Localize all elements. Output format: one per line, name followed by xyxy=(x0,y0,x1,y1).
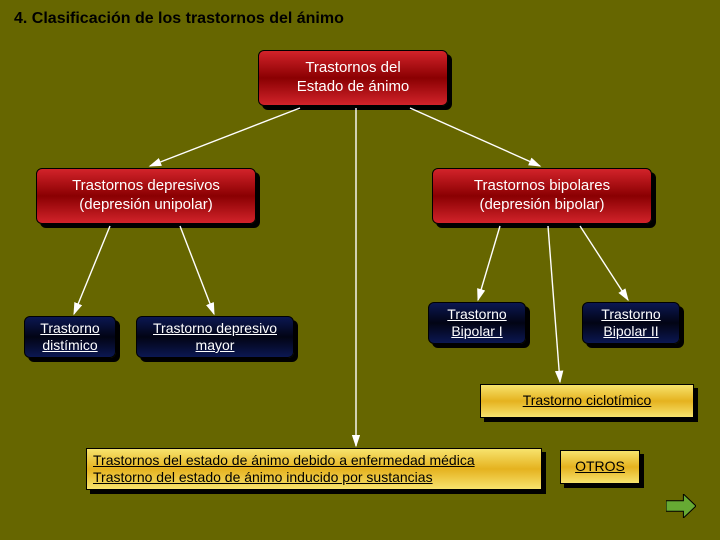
node-bipolar-1-line1: Trastorno xyxy=(447,306,506,324)
node-bipolar-2[interactable]: Trastorno Bipolar II xyxy=(582,302,680,344)
node-bipolar-2-line1: Trastorno xyxy=(601,306,660,324)
node-medica-line2: Trastorno del estado de ánimo inducido p… xyxy=(93,469,433,487)
node-distimico[interactable]: Trastorno distímico xyxy=(24,316,116,358)
node-ciclotimico-line1: Trastorno ciclotímico xyxy=(523,392,652,410)
node-depresivo-mayor-line2: mayor xyxy=(196,337,235,355)
slide-canvas: 4. Clasificación de los trastornos del á… xyxy=(0,0,720,540)
slide-title: 4. Clasificación de los trastornos del á… xyxy=(14,10,344,28)
node-bipolar-1[interactable]: Trastorno Bipolar I xyxy=(428,302,526,344)
node-depresivos-line2: (depresión unipolar) xyxy=(79,196,212,215)
node-bipolares-line1: Trastornos bipolares xyxy=(474,177,610,196)
node-bipolares-line2: (depresión bipolar) xyxy=(479,196,604,215)
node-distimico-line2: distímico xyxy=(42,337,97,355)
node-depresivo-mayor[interactable]: Trastorno depresivo mayor xyxy=(136,316,294,358)
node-root-line2: Estado de ánimo xyxy=(297,78,410,97)
node-depresivos-line1: Trastornos depresivos xyxy=(72,177,220,196)
node-bipolares: Trastornos bipolares (depresión bipolar) xyxy=(432,168,652,224)
next-slide-arrow-icon[interactable] xyxy=(666,494,696,518)
node-otros[interactable]: OTROS xyxy=(560,450,640,484)
node-root-line1: Trastornos del xyxy=(305,59,400,78)
node-medica-line1: Trastornos del estado de ánimo debido a … xyxy=(93,452,475,470)
node-depresivos: Trastornos depresivos (depresión unipola… xyxy=(36,168,256,224)
node-otros-line1: OTROS xyxy=(575,458,625,476)
node-bipolar-2-line2: Bipolar II xyxy=(603,323,658,341)
node-distimico-line1: Trastorno xyxy=(40,320,99,338)
node-depresivo-mayor-line1: Trastorno depresivo xyxy=(153,320,277,338)
node-medica[interactable]: Trastornos del estado de ánimo debido a … xyxy=(86,448,542,490)
node-root: Trastornos del Estado de ánimo xyxy=(258,50,448,106)
node-bipolar-1-line2: Bipolar I xyxy=(451,323,502,341)
node-ciclotimico[interactable]: Trastorno ciclotímico xyxy=(480,384,694,418)
